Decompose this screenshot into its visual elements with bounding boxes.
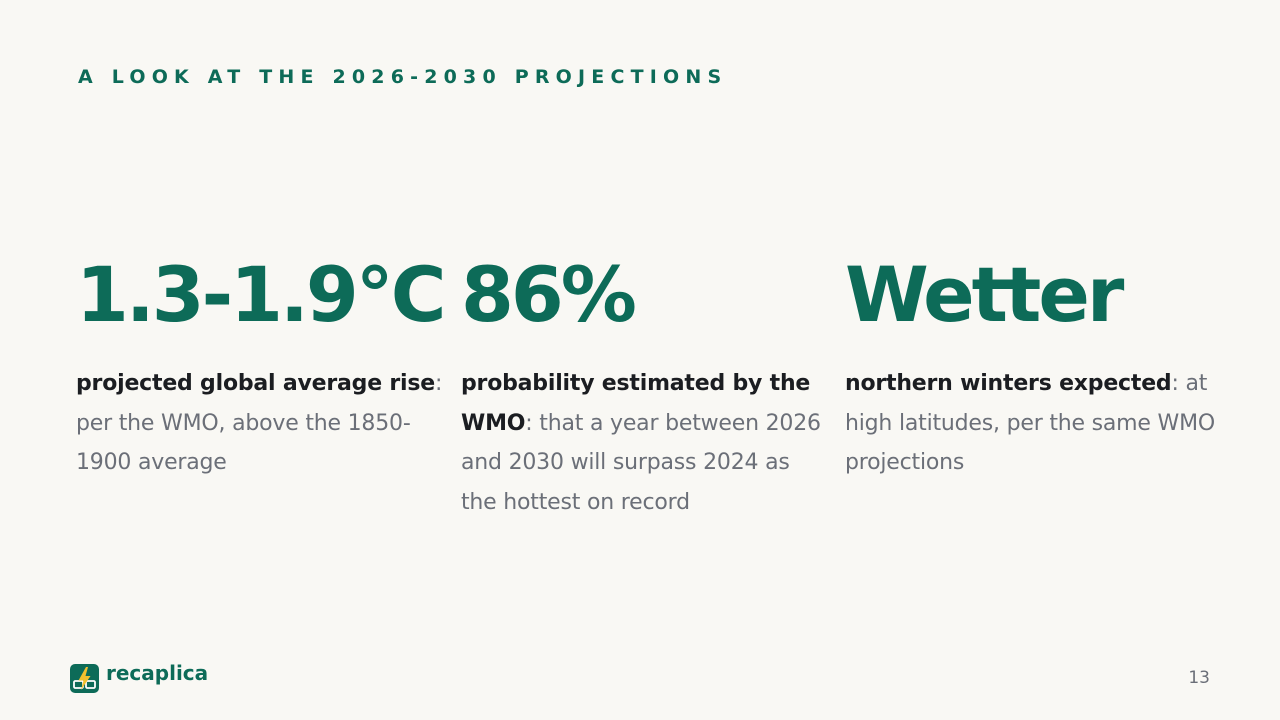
stat-wetter-winters: Wetter northern winters expected: at hig… [845,252,1225,483]
stat-label-bold: northern winters expected [845,371,1172,396]
page-number: 13 [1188,668,1210,688]
stat-label-bold: projected global average rise [76,371,435,396]
stat-value: 1.3-1.9°C [76,250,447,339]
brand: recaplica [70,660,209,693]
stat-value: Wetter [845,250,1124,339]
stat-label-rest: at high latitudes, per the same WMO proj… [845,371,1215,475]
book-lightning-icon [70,664,99,693]
stat-label-rest: that a year between 2026 and 2030 will s… [461,410,821,515]
stat-label-rest: per the WMO, above the 1850-1900 average [76,410,411,476]
stat-description: projected global average rise: per the W… [76,364,446,483]
stat-label-separator: : [1171,371,1179,396]
stat-hottest-year-probability: 86% probability estimated by the WMO: th… [461,252,831,522]
stat-value: 86% [461,250,637,339]
brand-name: recaplica [106,660,209,685]
stat-description: northern winters expected: at high latit… [845,364,1225,483]
section-eyebrow: A LOOK AT THE 2026-2030 PROJECTIONS [78,66,728,88]
stat-label-bold: probability estimated by the WMO [461,371,811,436]
stat-temperature-rise: 1.3-1.9°C projected global average rise:… [76,250,447,483]
stat-label-separator: : [525,410,533,436]
stat-description: probability estimated by the WMO: that a… [461,364,831,522]
stat-label-separator: : [435,371,443,396]
